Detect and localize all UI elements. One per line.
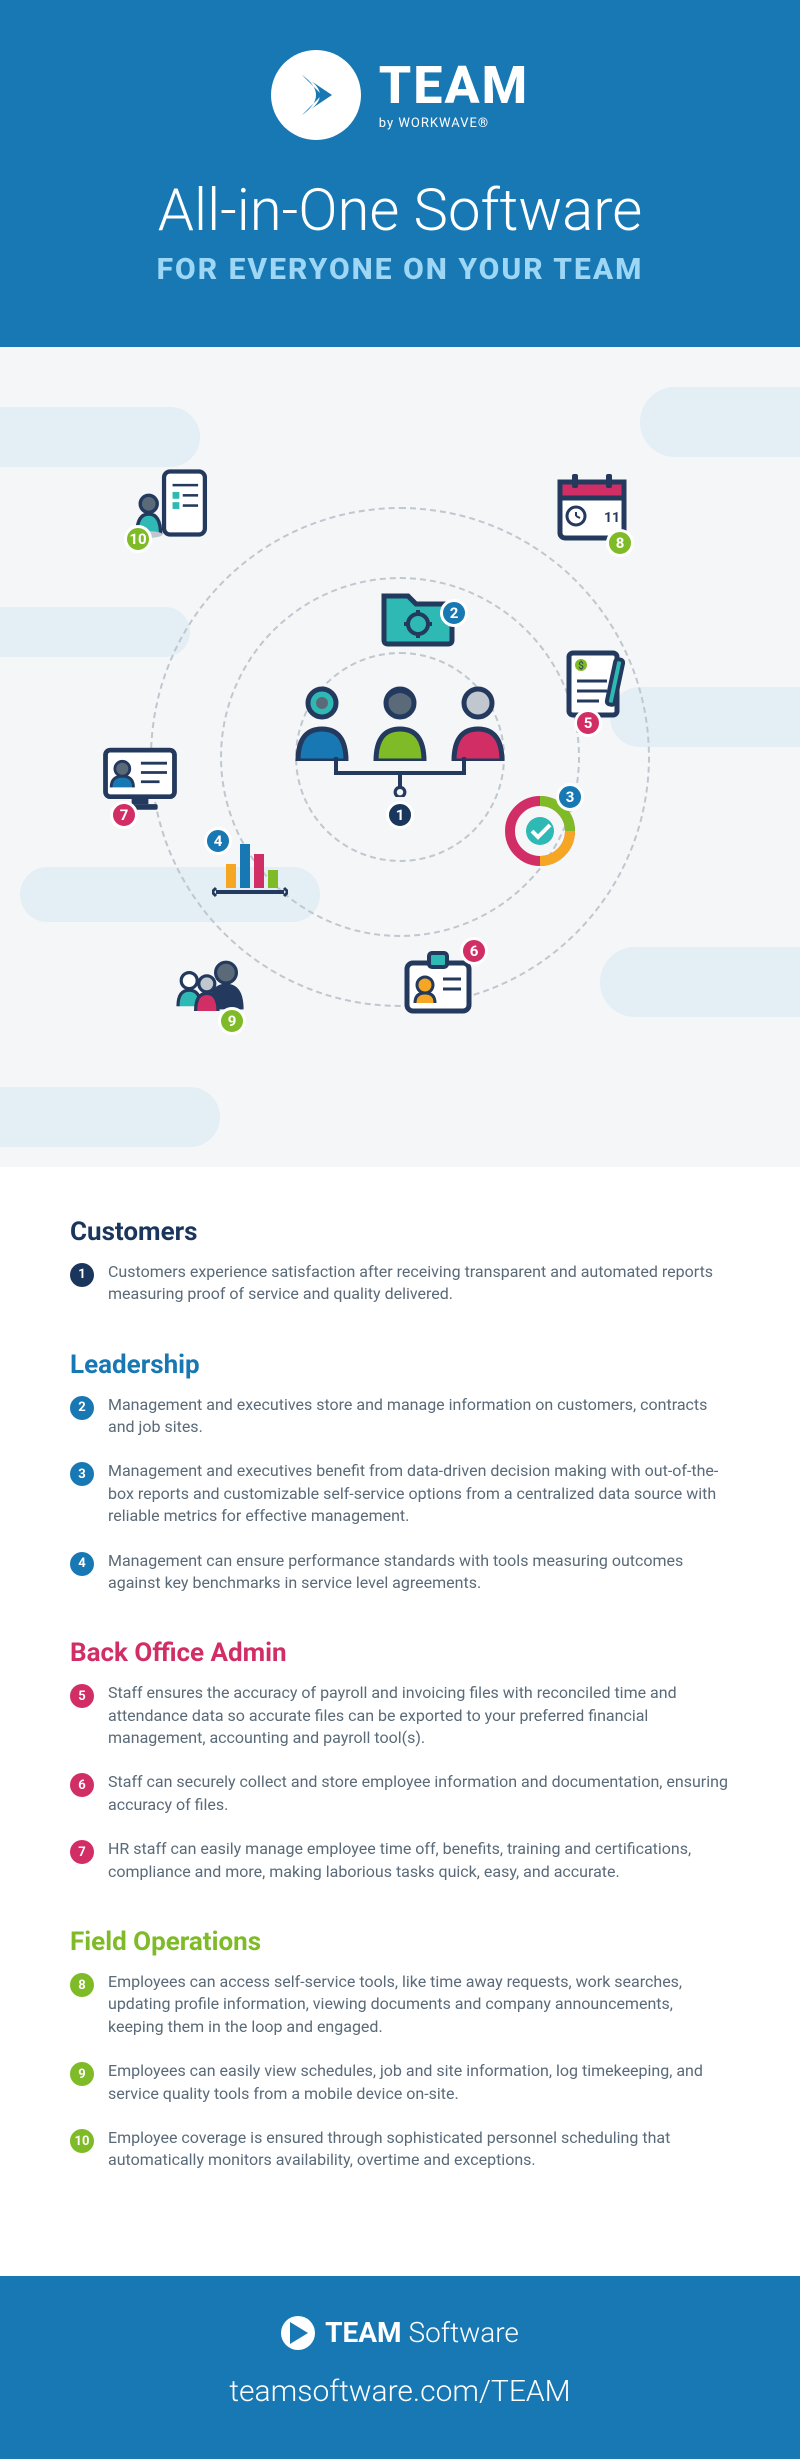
badge-5: 5 [574, 709, 602, 737]
diagram: 1 234$567118910 [0, 347, 800, 1167]
page-subtitle: FOR EVERYONE ON YOUR TEAM [40, 252, 760, 287]
diagram-node-4: 4 [210, 825, 290, 905]
logo-text: TEAM [379, 60, 529, 112]
item-text: Employees can access self-service tools,… [108, 1971, 730, 2038]
footer: TEAM Software teamsoftware.com/TEAM [0, 2276, 800, 2459]
badge-7: 7 [110, 801, 138, 829]
badge-1: 1 [386, 801, 414, 829]
item-text: Management can ensure performance standa… [108, 1550, 730, 1595]
item-text: Customers experience satisfaction after … [108, 1261, 730, 1306]
list-item: 5 Staff ensures the accuracy of payroll a… [70, 1682, 730, 1749]
section-title: Field Operations [70, 1927, 730, 1957]
item-text: Employees can easily view schedules, job… [108, 2060, 730, 2105]
diagram-node-8: 118 [552, 467, 632, 547]
list-item: 1 Customers experience satisfaction after… [70, 1261, 730, 1306]
item-number-badge: 8 [70, 1973, 94, 1997]
section-customers: Customers 1 Customers experience satisfact… [70, 1217, 730, 1306]
badge-10: 10 [124, 525, 152, 553]
list-item: 8 Employees can access self-service tools… [70, 1971, 730, 2038]
list-item: 7 HR staff can easily manage employee tim… [70, 1838, 730, 1883]
item-text: HR staff can easily manage employee time… [108, 1838, 730, 1883]
list-item: 9 Employees can easily view schedules, jo… [70, 2060, 730, 2105]
header: TEAM by WORKWAVE® All-in-One Software FO… [0, 0, 800, 347]
badge-9: 9 [218, 1007, 246, 1035]
diagram-node-10: 10 [130, 463, 210, 543]
item-number-badge: 9 [70, 2062, 94, 2086]
section-title: Leadership [70, 1350, 730, 1380]
diagram-node-3: 3 [500, 791, 580, 871]
badge-2: 2 [440, 599, 468, 627]
diagram-node-2: 2 [378, 575, 458, 655]
item-text: Management and executives store and mana… [108, 1394, 730, 1439]
svg-text:11: 11 [604, 510, 620, 526]
page-title: All-in-One Software [40, 180, 760, 244]
section-back-office-admin: Back Office Admin 5 Staff ensures the accu… [70, 1638, 730, 1883]
item-number-badge: 5 [70, 1684, 94, 1708]
item-number-badge: 10 [70, 2129, 94, 2153]
badge-6: 6 [460, 937, 488, 965]
item-text: Staff ensures the accuracy of payroll an… [108, 1682, 730, 1749]
logo-byline: by WORKWAVE® [379, 116, 529, 131]
footer-logo: TEAM Software [40, 2316, 760, 2350]
list-item: 4 Management can ensure performance stand… [70, 1550, 730, 1595]
list-item: 3 Management and executives benefit from … [70, 1460, 730, 1527]
section-title: Back Office Admin [70, 1638, 730, 1668]
badge-8: 8 [606, 529, 634, 557]
diagram-node-6: 6 [398, 943, 478, 1023]
logo-mark [271, 50, 361, 140]
diagram-node-7: 7 [100, 739, 180, 819]
diagram-node-9: 9 [170, 947, 250, 1027]
item-number-badge: 3 [70, 1462, 94, 1486]
item-text: Management and executives benefit from d… [108, 1460, 730, 1527]
footer-url: teamsoftware.com/TEAM [40, 2374, 760, 2409]
item-number-badge: 4 [70, 1552, 94, 1576]
badge-4: 4 [204, 827, 232, 855]
list-item: 6 Staff can securely collect and store em… [70, 1771, 730, 1816]
content-sections: Customers 1 Customers experience satisfact… [0, 1167, 800, 2276]
diagram-node-5: $5 [560, 647, 640, 727]
item-number-badge: 7 [70, 1840, 94, 1864]
item-number-badge: 1 [70, 1263, 94, 1287]
logo: TEAM by WORKWAVE® [40, 50, 760, 140]
center-people-icon: 1 [290, 685, 510, 829]
section-leadership: Leadership 2 Management and executives sto… [70, 1350, 730, 1595]
item-text: Employee coverage is ensured through sop… [108, 2127, 730, 2172]
item-number-badge: 6 [70, 1773, 94, 1797]
section-field-operations: Field Operations 8 Employees can access se… [70, 1927, 730, 2172]
item-text: Staff can securely collect and store emp… [108, 1771, 730, 1816]
list-item: 10 Employee coverage is ensured through s… [70, 2127, 730, 2172]
svg-text:$: $ [578, 659, 584, 672]
list-item: 2 Management and executives store and man… [70, 1394, 730, 1439]
item-number-badge: 2 [70, 1396, 94, 1420]
badge-3: 3 [556, 783, 584, 811]
section-title: Customers [70, 1217, 730, 1247]
